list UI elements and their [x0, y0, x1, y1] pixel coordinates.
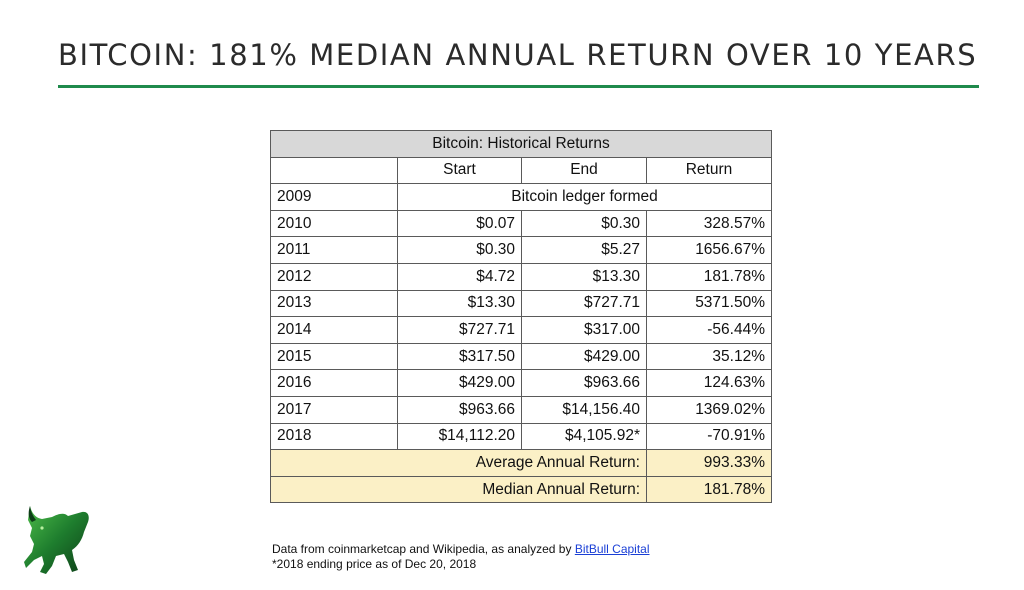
year-cell: 2016: [270, 369, 398, 397]
header-return: Return: [646, 156, 772, 185]
return-cell: 35.12%: [646, 342, 772, 371]
source-text: Data from coinmarketcap and Wikipedia, a…: [272, 542, 575, 556]
table-caption: Bitcoin: Historical Returns: [270, 130, 772, 158]
table-row: 2009 Bitcoin ledger formed: [270, 183, 772, 211]
note-cell: Bitcoin ledger formed: [397, 183, 772, 211]
start-cell: $429.00: [397, 369, 522, 397]
table-header-row: Start End Return: [270, 156, 772, 185]
year-cell: 2017: [270, 395, 398, 424]
header-year: [270, 156, 398, 185]
year-cell: 2009: [270, 183, 398, 211]
header-start: Start: [397, 156, 522, 185]
end-cell: $317.00: [521, 316, 647, 344]
start-cell: $13.30: [397, 289, 522, 318]
year-cell: 2014: [270, 316, 398, 344]
average-return-row: Average Annual Return: 993.33%: [270, 449, 772, 477]
table-caption-row: Bitcoin: Historical Returns: [270, 130, 772, 158]
end-cell: $429.00: [521, 342, 647, 371]
start-cell: $0.07: [397, 209, 522, 238]
start-cell: $14,112.20: [397, 422, 522, 451]
table-row: 2016 $429.00 $963.66 124.63%: [270, 369, 772, 397]
median-return-row: Median Annual Return: 181.78%: [270, 475, 772, 504]
return-cell: 181.78%: [646, 262, 772, 291]
return-cell: -56.44%: [646, 316, 772, 344]
table-row: 2011 $0.30 $5.27 1656.67%: [270, 236, 772, 264]
start-cell: $0.30: [397, 236, 522, 264]
date-note: *2018 ending price as of Dec 20, 2018: [272, 557, 477, 571]
median-return-value: 181.78%: [646, 475, 772, 504]
end-cell: $963.66: [521, 369, 647, 397]
table-row: 2012 $4.72 $13.30 181.78%: [270, 262, 772, 291]
page-title: BITCOIN: 181% MEDIAN ANNUAL RETURN OVER …: [58, 38, 978, 72]
return-cell: 1369.02%: [646, 395, 772, 424]
return-cell: -70.91%: [646, 422, 772, 451]
year-cell: 2015: [270, 342, 398, 371]
average-return-value: 993.33%: [646, 449, 772, 477]
table-row: 2013 $13.30 $727.71 5371.50%: [270, 289, 772, 318]
start-cell: $963.66: [397, 395, 522, 424]
header-end: End: [521, 156, 647, 185]
year-cell: 2010: [270, 209, 398, 238]
title-divider: [58, 85, 979, 88]
start-cell: $4.72: [397, 262, 522, 291]
bitbull-capital-link[interactable]: BitBull Capital: [574, 542, 650, 556]
table-row: 2014 $727.71 $317.00 -56.44%: [270, 316, 772, 344]
source-footnote: Data from coinmarketcap and Wikipedia, a…: [272, 542, 650, 572]
end-cell: $727.71: [521, 289, 647, 318]
bull-icon: [24, 506, 89, 574]
return-cell: 328.57%: [646, 209, 772, 238]
year-cell: 2012: [270, 262, 398, 291]
table-row: 2018 $14,112.20 $4,105.92* -70.91%: [270, 422, 772, 451]
table-row: 2017 $963.66 $14,156.40 1369.02%: [270, 395, 772, 424]
average-return-label: Average Annual Return:: [270, 449, 647, 477]
table-row: 2010 $0.07 $0.30 328.57%: [270, 209, 772, 238]
table-row: 2015 $317.50 $429.00 35.12%: [270, 342, 772, 371]
historical-returns-table: Bitcoin: Historical Returns Start End Re…: [270, 130, 772, 504]
year-cell: 2011: [270, 236, 398, 264]
end-cell: $5.27: [521, 236, 647, 264]
end-cell: $4,105.92*: [521, 422, 647, 451]
return-cell: 1656.67%: [646, 236, 772, 264]
source-line: Data from coinmarketcap and Wikipedia, a…: [272, 542, 650, 557]
start-cell: $727.71: [397, 316, 522, 344]
end-cell: $14,156.40: [521, 395, 647, 424]
year-cell: 2018: [270, 422, 398, 451]
return-cell: 124.63%: [646, 369, 772, 397]
end-cell: $0.30: [521, 209, 647, 238]
start-cell: $317.50: [397, 342, 522, 371]
return-cell: 5371.50%: [646, 289, 772, 318]
year-cell: 2013: [270, 289, 398, 318]
end-cell: $13.30: [521, 262, 647, 291]
median-return-label: Median Annual Return:: [270, 475, 647, 504]
